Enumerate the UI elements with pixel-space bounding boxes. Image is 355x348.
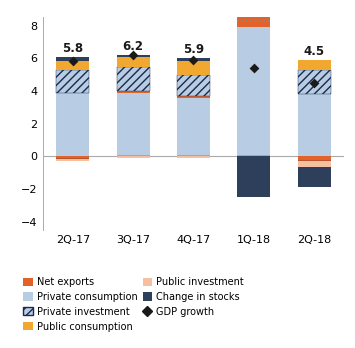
Bar <box>56 159 89 161</box>
Bar <box>177 61 210 74</box>
Bar <box>297 60 331 71</box>
Bar <box>116 93 150 156</box>
Bar <box>237 27 271 156</box>
Point <box>191 57 196 63</box>
Bar <box>56 62 89 70</box>
Bar <box>237 0 271 27</box>
Bar <box>116 67 150 91</box>
Bar <box>56 93 89 156</box>
Bar <box>56 70 89 93</box>
Bar <box>297 167 331 187</box>
Bar <box>297 71 331 94</box>
Text: 6.2: 6.2 <box>122 40 144 53</box>
Bar <box>116 91 150 93</box>
Bar <box>56 156 89 159</box>
Bar <box>56 57 89 62</box>
Text: 5.9: 5.9 <box>183 43 204 56</box>
Bar <box>116 57 150 67</box>
Bar <box>237 156 271 197</box>
Bar <box>177 98 210 156</box>
Point <box>251 65 257 71</box>
Bar <box>116 55 150 57</box>
Legend: Net exports, Private consumption, Private investment, Public consumption, Public: Net exports, Private consumption, Privat… <box>23 277 244 332</box>
Bar <box>297 94 331 156</box>
Text: 5.8: 5.8 <box>62 42 83 55</box>
Bar <box>177 74 210 96</box>
Bar <box>177 58 210 61</box>
Bar <box>297 156 331 161</box>
Bar <box>177 156 210 158</box>
Text: 4.5: 4.5 <box>304 45 325 58</box>
Bar <box>297 161 331 167</box>
Point <box>311 80 317 86</box>
Point <box>70 59 76 64</box>
Bar <box>177 96 210 98</box>
Bar <box>116 156 150 158</box>
Point <box>130 52 136 58</box>
